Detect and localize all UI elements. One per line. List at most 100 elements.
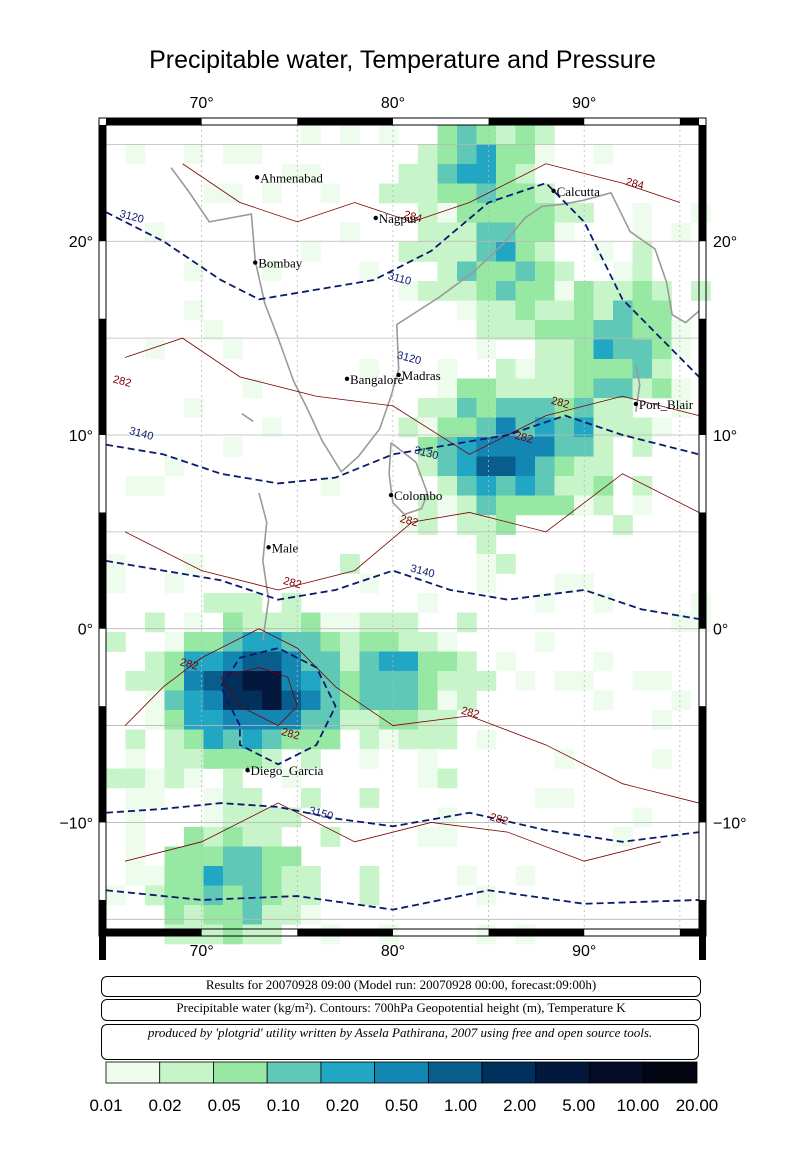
pw-cell [301,710,321,730]
pw-cell [418,749,438,769]
pw-cell [437,183,458,204]
contour-label: 284 [624,176,645,192]
contour-label: 3120 [396,349,423,367]
pw-cell [223,593,243,613]
pw-cell [125,729,146,750]
pw-cell [535,261,555,282]
pw-cell [457,690,477,711]
pw-cell [554,281,575,301]
pw-cell [223,768,243,789]
pw-cell [164,866,185,886]
colorbar-tick-label: 1.00 [444,1096,477,1115]
frame-bar-right [699,318,706,435]
pw-cell [554,203,575,223]
pw-cell [457,495,477,516]
pw-cell [535,242,555,262]
pw-cell [496,320,516,340]
pw-cell [281,164,302,184]
pw-cell [125,749,146,769]
pw-cell [203,183,224,204]
frame-bar-right [699,512,706,629]
pw-cell [613,827,633,847]
pw-cell [145,768,165,789]
pw-cell [125,788,146,808]
pw-cell [164,671,185,691]
pw-cell [437,144,458,165]
pw-cell [437,417,458,438]
pw-cell [476,320,497,340]
colorbar-tick-label: 5.00 [562,1096,595,1115]
pw-cell [418,495,438,516]
contour-label: 3110 [386,270,412,288]
pw-cell [379,651,399,672]
pw-cell [496,378,516,399]
pw-cell [671,339,692,360]
pw-cell [535,437,555,457]
pw-cell [320,612,341,633]
pw-cell [457,378,477,399]
pw-cell [262,807,282,828]
pw-cell [496,495,516,516]
coastline-segment [258,492,270,641]
pw-cell [593,281,614,301]
pw-cell [496,144,516,165]
pw-cell [496,476,516,496]
pw-cell [242,144,263,165]
pw-cell [437,729,458,750]
city-label: Diego_Garcia [251,763,324,778]
pw-cell [554,398,575,418]
pw-cell [554,437,575,457]
pw-cell [418,417,438,438]
pw-cell [242,671,263,691]
pw-cell [535,417,555,438]
pw-cell [203,905,224,925]
pw-cell [184,398,204,418]
pw-cell [418,729,438,750]
pw-cell [632,671,653,691]
pw-cell [476,729,497,750]
pw-cell [418,690,438,711]
pw-cell [398,242,419,262]
lat-tick-label-left: −10° [59,815,93,832]
pw-cell [652,749,672,769]
lat-tick-label-left: 20° [69,234,93,251]
pw-cell [301,905,321,925]
pw-cell [242,866,263,886]
pw-cell [164,768,185,789]
pw-cell [223,827,243,847]
pw-cell [184,905,204,925]
pw-cell [242,593,263,613]
pw-cell [457,183,477,204]
pw-cell [184,554,204,574]
pw-cell [496,203,516,223]
pw-cell [223,846,243,867]
pw-cell [593,339,614,360]
colorbar-swatch [535,1061,590,1084]
pw-cell [476,398,497,418]
lon-tick-label-bottom: 80° [381,943,405,960]
pw-cell [184,846,204,867]
pw-cell [554,222,575,243]
pw-cell [515,671,536,691]
pw-cell [359,612,380,633]
city-label: Port_Blair [639,397,694,412]
pw-cell [691,281,711,301]
pw-cell [652,339,672,360]
pw-cell [593,651,614,672]
pw-cell [515,359,536,379]
pw-cell [203,593,224,613]
pw-cell [535,495,555,516]
pw-cell [652,417,672,438]
pw-cell [515,144,536,165]
pw-cell [554,573,575,594]
pw-cell [281,593,302,613]
pw-cell [184,749,204,769]
pw-cell [554,339,575,360]
pw-cell [652,320,672,340]
lon-tick-label-top: 80° [381,95,405,112]
pw-cell [613,339,633,360]
pw-cell [437,690,458,711]
pw-cell [593,476,614,496]
pw-cell [515,378,536,399]
pw-cell [145,710,165,730]
